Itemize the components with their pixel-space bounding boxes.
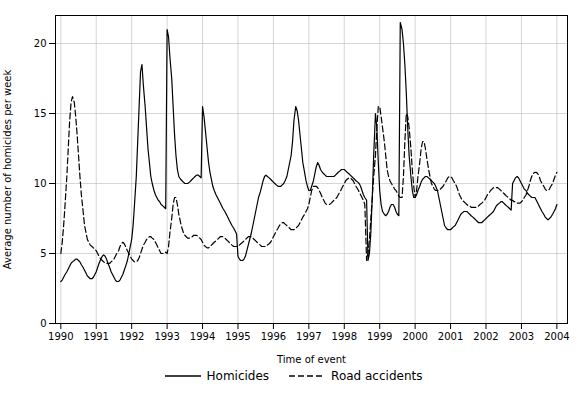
svg-text:Average number of homicides pe: Average number of homicides per week bbox=[2, 70, 13, 270]
svg-text:2001: 2001 bbox=[438, 331, 463, 342]
svg-text:15: 15 bbox=[34, 108, 47, 119]
svg-text:1992: 1992 bbox=[119, 331, 144, 342]
svg-text:2000: 2000 bbox=[402, 331, 427, 342]
html-text:Homicides: Homicides bbox=[206, 369, 270, 383]
svg-text:1994: 1994 bbox=[190, 331, 215, 342]
svg-text:0: 0 bbox=[40, 318, 46, 329]
svg-text:20: 20 bbox=[34, 38, 47, 49]
svg-text:10: 10 bbox=[34, 178, 47, 189]
html-text:Road accidents: Road accidents bbox=[331, 369, 423, 383]
svg-text:1990: 1990 bbox=[48, 331, 73, 342]
svg-text:Time of event: Time of event bbox=[276, 354, 346, 365]
svg-text:1995: 1995 bbox=[225, 331, 250, 342]
svg-text:5: 5 bbox=[40, 248, 46, 259]
svg-text:2002: 2002 bbox=[473, 331, 498, 342]
svg-text:2004: 2004 bbox=[544, 331, 569, 342]
svg-text:1991: 1991 bbox=[84, 331, 109, 342]
svg-text:1996: 1996 bbox=[261, 331, 286, 342]
svg-text:1998: 1998 bbox=[332, 331, 357, 342]
svg-text:2003: 2003 bbox=[509, 331, 534, 342]
svg-text:1993: 1993 bbox=[154, 331, 179, 342]
svg-text:1999: 1999 bbox=[367, 331, 392, 342]
svg-text:1997: 1997 bbox=[296, 331, 321, 342]
